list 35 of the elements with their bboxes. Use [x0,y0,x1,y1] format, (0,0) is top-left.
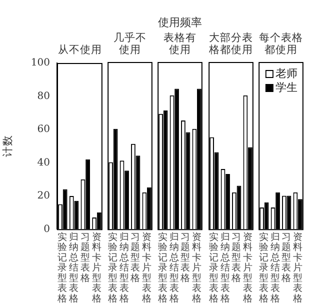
x-tick-label: 归纳总结型表格 [68,230,80,304]
y-tick-label: 100 [30,58,50,69]
x-tick-label: 归纳总结型表格 [168,230,180,304]
legend-label: 老师 [275,66,298,80]
chart-subtitle: 表格有使用 [162,32,198,56]
x-tick-label: 归纳总结型表格 [118,230,130,304]
chart-subtitle: 大部分表格都使用 [208,32,254,56]
x-tick-label: 实验记录型表格 [157,230,168,304]
x-tick-label: 习题型表格 [130,232,141,284]
y-axis-title: 计数 [1,135,14,158]
x-tick-label: 归纳总结型表格 [219,230,230,304]
x-tick-label: 实验记录型表格 [56,230,68,304]
y-tick-label: 40 [37,157,50,168]
chart-subtitle: 几乎不使用 [112,32,148,56]
x-tick-label: 实验记录型表格 [107,230,118,304]
chart-subtitle: 从不使用 [57,44,103,56]
chart-subtitle: 每个表格都使用 [258,32,304,56]
y-tick-label: 80 [37,90,50,102]
x-tick-label: 习题型表格 [180,232,191,284]
x-tick-label: 资料卡片型表格 [90,230,102,304]
chart-title: 使用频率 [157,15,203,30]
legend-label: 学生 [275,80,298,94]
x-tick-label: 资料卡片型表格 [140,230,152,304]
x-tick-label: 资料卡片型表格 [242,230,253,304]
x-tick-label: 资料卡片型表格 [190,230,202,304]
x-tick-label: 实验记录型表格 [208,230,220,304]
x-tick-label: 习题型表格 [79,232,90,284]
y-tick-label: 0 [44,224,50,235]
y-tick-label: 60 [37,124,50,136]
x-tick-label: 资料卡片型表格 [292,230,303,304]
x-tick-label: 习题型表格 [280,232,292,284]
y-tick-label: 20 [37,190,50,202]
x-tick-label: 实验记录型表格 [258,230,270,304]
x-tick-label: 归纳总结型表格 [269,230,280,304]
x-tick-label: 习题型表格 [230,232,242,284]
